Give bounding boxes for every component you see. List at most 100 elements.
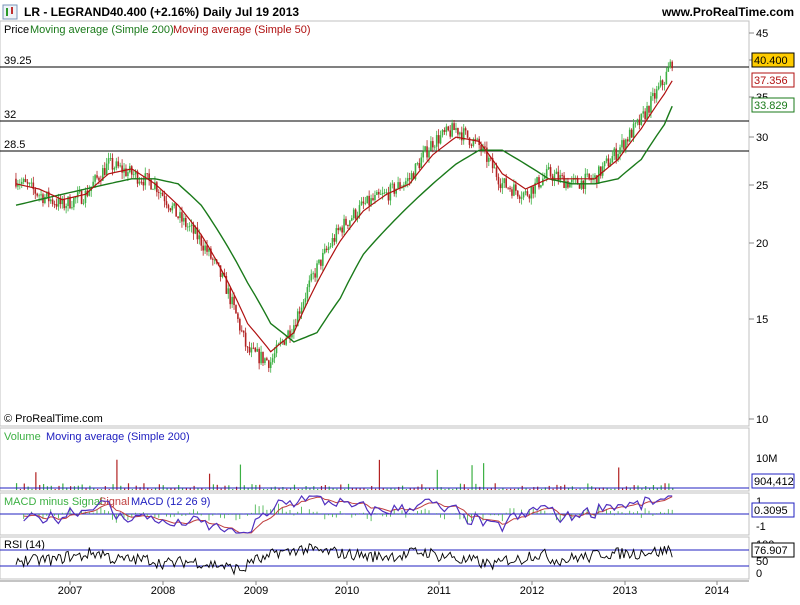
price-candle-body bbox=[655, 89, 658, 99]
price-candle-body bbox=[484, 146, 486, 148]
price-candle-body bbox=[28, 183, 31, 184]
price-candle-body bbox=[580, 180, 583, 189]
volume-bar bbox=[189, 487, 191, 490]
volume-bar bbox=[533, 487, 535, 490]
price-candle-body bbox=[267, 360, 270, 368]
volume-bar bbox=[390, 487, 392, 490]
volume-bar bbox=[583, 488, 585, 490]
price-candle-body bbox=[51, 199, 54, 204]
price-candle-body bbox=[372, 198, 374, 201]
volume-bar bbox=[409, 487, 411, 490]
price-candle-body bbox=[621, 140, 623, 148]
volume-bar bbox=[197, 487, 199, 490]
price-candle-body bbox=[210, 248, 212, 259]
price-candle-body bbox=[32, 182, 35, 190]
volume-bar bbox=[425, 487, 427, 490]
price-candle-body bbox=[127, 172, 129, 176]
ytick-15: 15 bbox=[756, 314, 768, 326]
price-candle-body bbox=[455, 127, 457, 131]
price-candles bbox=[15, 59, 673, 373]
price-candle-body bbox=[596, 175, 598, 184]
volume-bar bbox=[456, 487, 458, 490]
price-candle-body bbox=[239, 318, 241, 331]
volume-bar bbox=[363, 487, 365, 490]
price-candle-body bbox=[613, 148, 616, 157]
price-candle-body bbox=[298, 311, 301, 314]
volume-bar bbox=[587, 483, 589, 490]
price-candle-body bbox=[659, 80, 662, 87]
price-candle-body bbox=[314, 273, 316, 278]
volume-bar bbox=[212, 484, 215, 490]
price-candle-body bbox=[611, 156, 614, 163]
volume-bar bbox=[282, 487, 284, 490]
xtick-2009: 2009 bbox=[244, 585, 268, 597]
price-candle-body bbox=[476, 138, 479, 140]
volume-bar bbox=[467, 488, 469, 490]
volume-bar bbox=[15, 483, 18, 490]
volume-bar bbox=[672, 488, 674, 490]
volume-bar bbox=[127, 483, 130, 490]
price-candle-body bbox=[26, 181, 29, 184]
price-candle-body bbox=[295, 325, 297, 327]
price-candle-body bbox=[335, 228, 338, 242]
price-candle-body bbox=[240, 330, 243, 332]
ma200-badge-text: 33.829 bbox=[754, 100, 788, 112]
price-candle-body bbox=[625, 139, 627, 150]
price-candle-body bbox=[418, 163, 421, 169]
price-candle-body bbox=[190, 224, 193, 227]
volume-bar bbox=[81, 484, 83, 490]
price-candle-body bbox=[491, 158, 494, 169]
price-candle-body bbox=[175, 203, 177, 217]
price-candle-body bbox=[663, 84, 666, 85]
volume-bar bbox=[31, 488, 33, 490]
volume-bar bbox=[185, 487, 187, 490]
xtick-2007: 2007 bbox=[58, 585, 82, 597]
volume-bar bbox=[614, 488, 616, 490]
price-candle-body bbox=[323, 248, 326, 253]
price-candle-body bbox=[161, 192, 164, 196]
volume-bar bbox=[247, 488, 249, 490]
price-candle-body bbox=[553, 174, 556, 181]
volume-ytick-10m: 10M bbox=[756, 453, 777, 465]
price-candle-body bbox=[416, 163, 419, 164]
price-candle-body bbox=[652, 93, 654, 97]
price-candle-body bbox=[405, 181, 407, 185]
volume-bar bbox=[220, 488, 222, 490]
price-candle-body bbox=[433, 146, 436, 148]
price-candle-body bbox=[632, 123, 635, 138]
volume-bar bbox=[594, 487, 597, 490]
price-candle-body bbox=[555, 171, 558, 175]
price-candle-body bbox=[271, 358, 274, 363]
site-url: www.ProRealTime.com bbox=[661, 5, 794, 19]
x-axis: 2007 2008 2009 2010 2011 2012 2013 2014 bbox=[0, 580, 749, 597]
volume-bar bbox=[490, 487, 492, 490]
price-candle-body bbox=[547, 167, 550, 170]
volume-bar bbox=[394, 488, 396, 490]
price-candle-body bbox=[17, 184, 19, 187]
price-candle-body bbox=[435, 135, 438, 147]
volume-bar bbox=[154, 488, 157, 490]
volume-bar bbox=[174, 487, 176, 490]
volume-bar bbox=[39, 484, 41, 490]
volume-bar bbox=[93, 487, 95, 490]
price-candle-body bbox=[368, 195, 370, 206]
price-candle-body bbox=[73, 197, 75, 208]
volume-bar bbox=[355, 487, 357, 490]
volume-bar bbox=[216, 484, 218, 490]
price-candle-body bbox=[318, 259, 320, 264]
price-candle-body bbox=[493, 167, 496, 169]
price-candle-body bbox=[329, 246, 332, 248]
price-candle-body bbox=[617, 154, 619, 160]
price-candle-body bbox=[437, 135, 440, 144]
rsi-badge bbox=[751, 542, 795, 558]
price-candle-body bbox=[644, 111, 646, 120]
price-candle-body bbox=[88, 190, 91, 196]
price-candle-body bbox=[152, 189, 154, 190]
price-candle-body bbox=[605, 158, 608, 162]
volume-bar bbox=[85, 487, 87, 490]
price-candle-body bbox=[233, 296, 235, 306]
price-candle-body bbox=[84, 190, 87, 204]
price-candle-body bbox=[163, 195, 166, 202]
price-candle-body bbox=[549, 167, 552, 177]
price-candle-body bbox=[350, 218, 353, 221]
